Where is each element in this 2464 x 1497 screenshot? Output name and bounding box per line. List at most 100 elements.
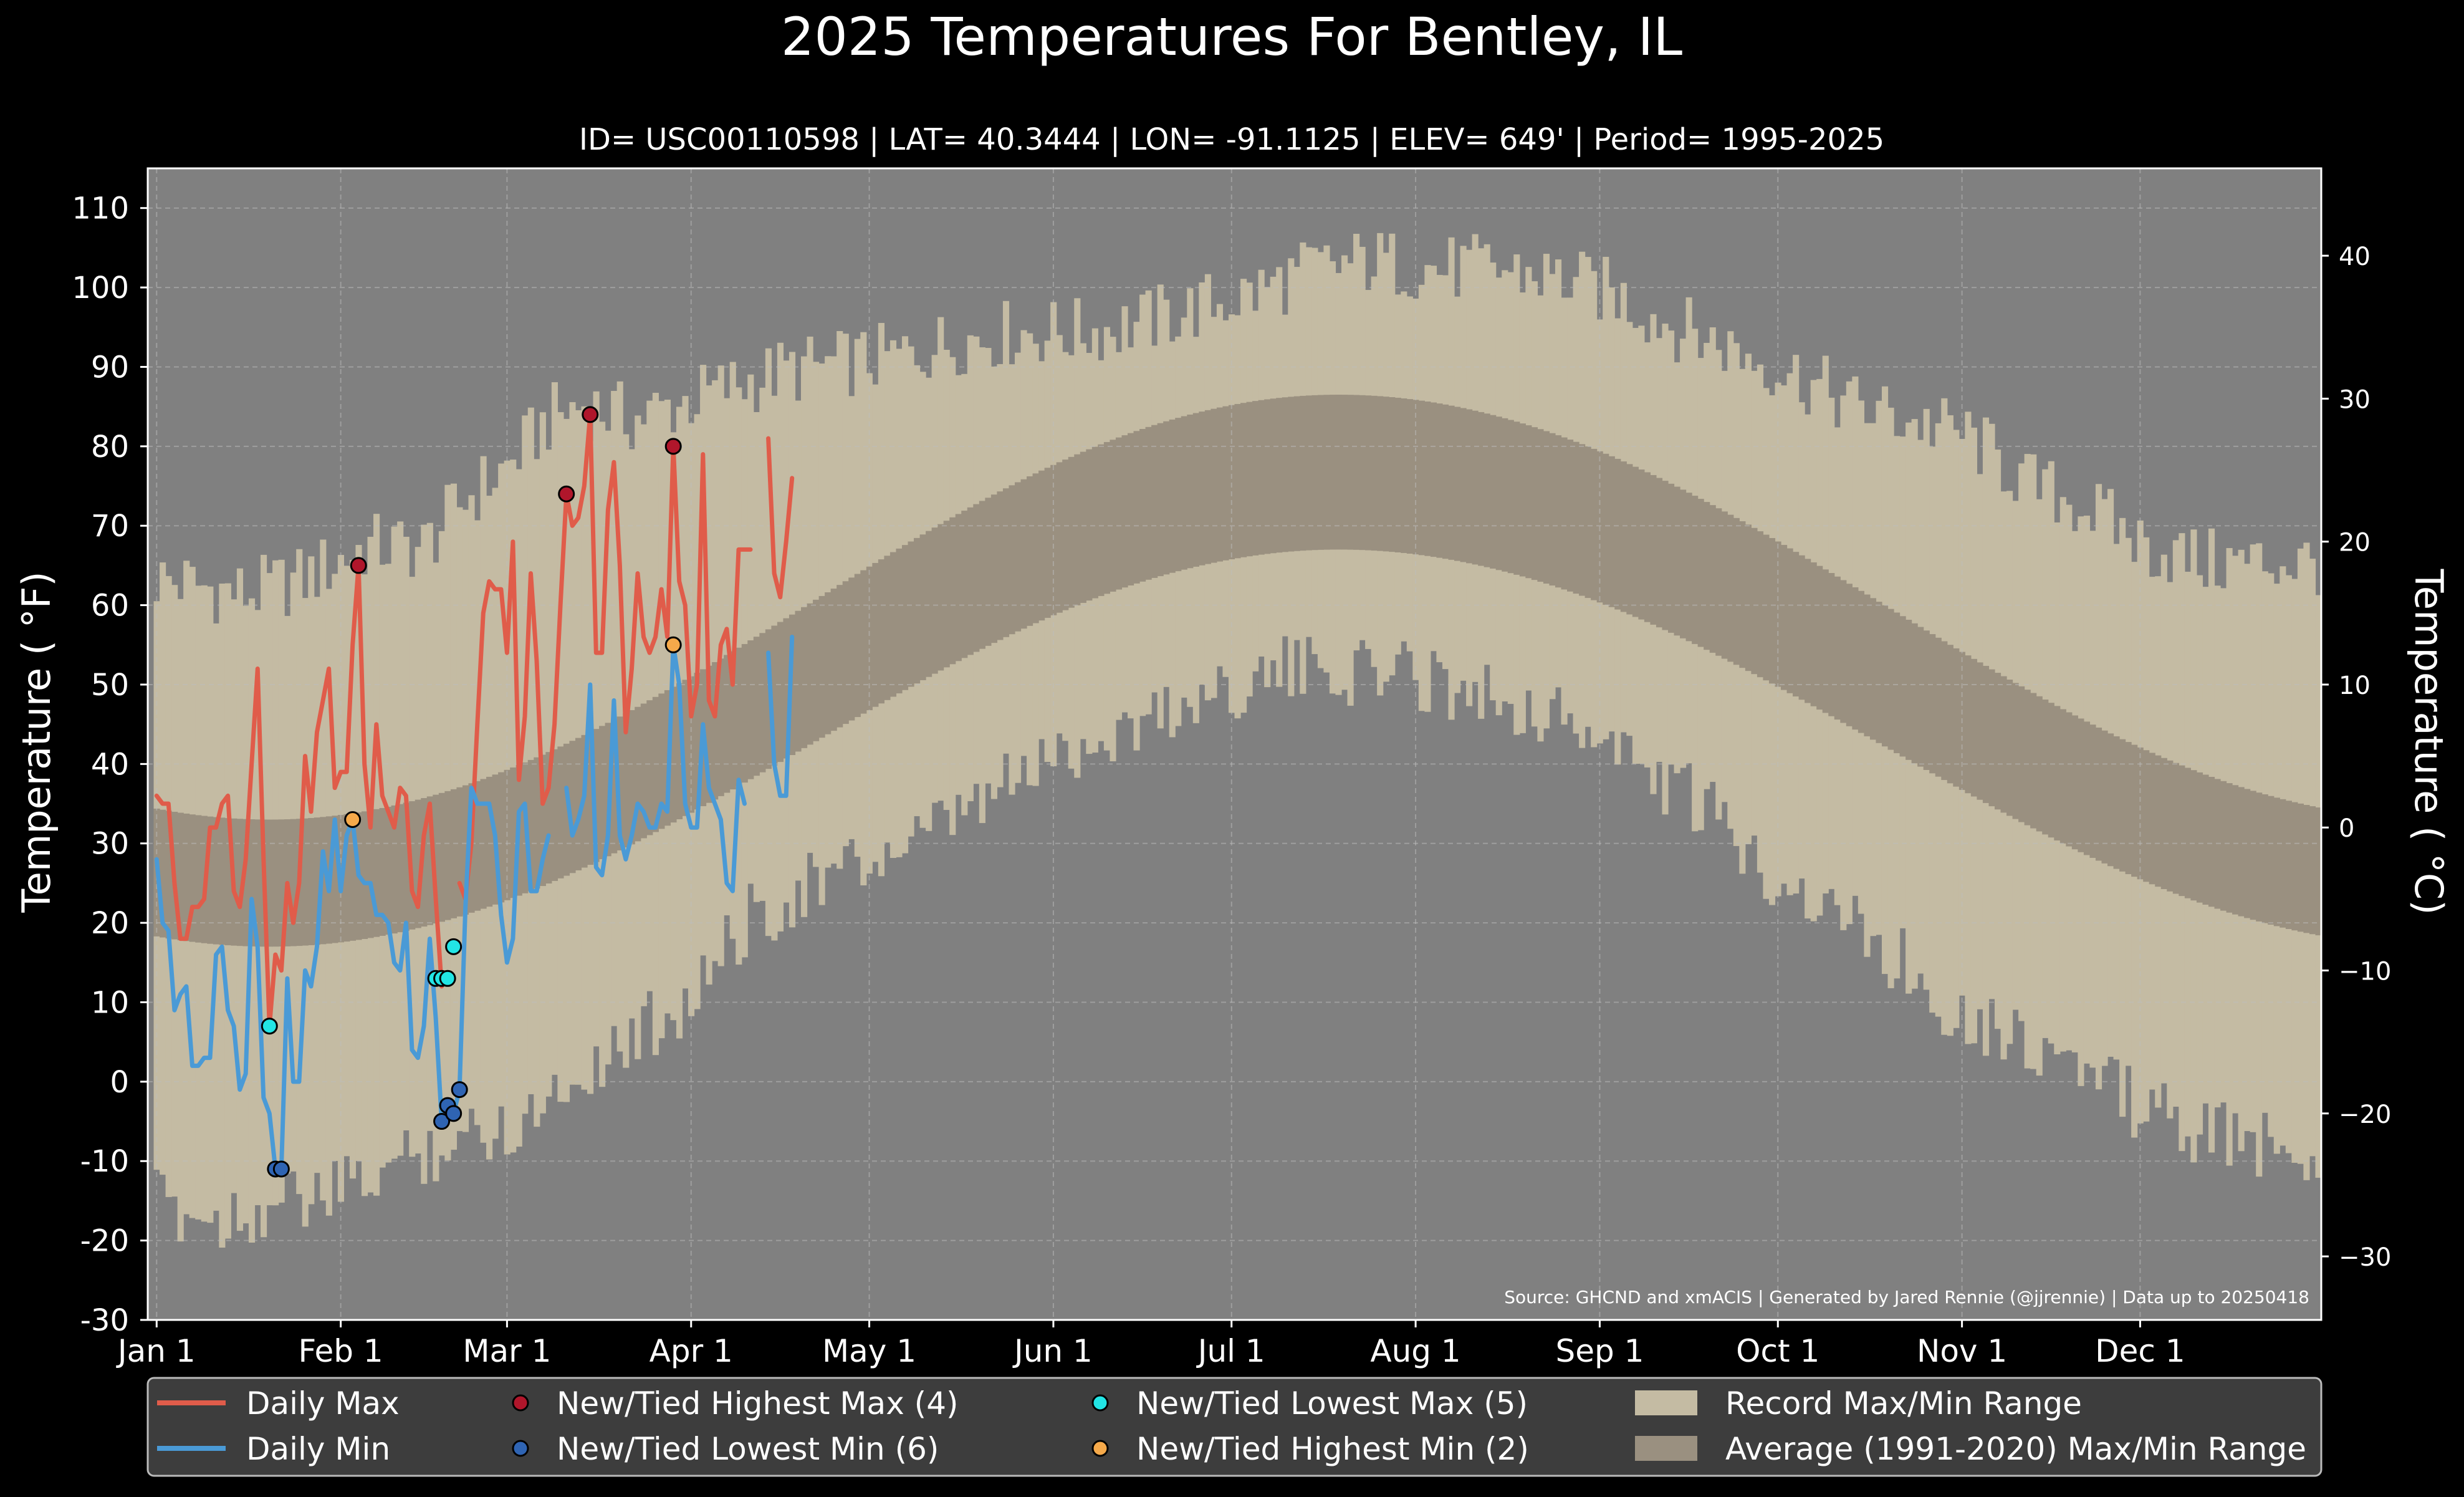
average-range-bar xyxy=(795,610,802,752)
average-range-bar xyxy=(2095,727,2102,861)
average-range-bar xyxy=(813,599,820,741)
average-range-bar xyxy=(2024,690,2031,826)
x-tick-label: Oct 1 xyxy=(1736,1333,1819,1369)
average-range-bar xyxy=(1727,514,1734,662)
average-range-bar xyxy=(361,811,368,939)
average-range-bar xyxy=(2179,765,2185,897)
average-range-bar xyxy=(1822,569,1829,713)
plot-area xyxy=(148,168,2322,1321)
legend-box-swatch xyxy=(1635,1436,1697,1461)
legend-label: Average (1991-2020) Max/Min Range xyxy=(1725,1431,2306,1467)
average-range-bar xyxy=(2172,763,2179,894)
average-range-bar xyxy=(1062,460,1069,610)
average-range-bar xyxy=(2279,799,2286,928)
average-range-bar xyxy=(1472,410,1479,565)
x-tick-label: Jun 1 xyxy=(1012,1333,1093,1369)
average-range-bar xyxy=(1020,479,1027,629)
average-range-bar xyxy=(967,507,974,655)
average-range-bar xyxy=(896,548,903,694)
average-range-bar xyxy=(1656,478,1663,628)
average-range-bar xyxy=(1768,537,1776,684)
average-range-bar xyxy=(426,796,433,925)
average-range-bar xyxy=(2012,683,2019,819)
average-range-bar xyxy=(1389,397,1396,552)
average-range-bar xyxy=(557,746,564,878)
average-range-bar xyxy=(1805,559,1811,703)
average-range-bar xyxy=(545,752,552,884)
average-range-bar xyxy=(1869,598,1877,740)
average-range-bar xyxy=(842,581,849,724)
average-range-bar xyxy=(1009,485,1015,635)
highest-max-marker xyxy=(582,406,599,423)
average-range-bar xyxy=(825,592,832,734)
lowest-max-marker xyxy=(445,938,463,955)
average-range-bar xyxy=(1798,555,1805,700)
y-tick-label: -20 xyxy=(80,1224,129,1259)
y-tick-label: 10 xyxy=(91,985,129,1020)
average-range-bar xyxy=(1697,499,1704,647)
average-range-bar xyxy=(2190,770,2197,901)
average-range-bar xyxy=(1187,414,1194,569)
average-range-bar xyxy=(1050,465,1057,615)
x-tick-label: Jul 1 xyxy=(1196,1333,1265,1369)
axes: -30-20-100102030405060708090100110−30−20… xyxy=(72,167,2391,1369)
average-range-bar xyxy=(1674,486,1680,636)
daily-min-line xyxy=(766,635,795,798)
average-range-bar xyxy=(1252,401,1259,556)
y-tick-label: -30 xyxy=(80,1303,129,1338)
average-range-bar xyxy=(1709,505,1716,653)
average-range-bar xyxy=(729,651,736,790)
average-range-bar xyxy=(2297,803,2304,932)
average-range-bar xyxy=(385,806,392,935)
average-range-bar xyxy=(919,534,926,680)
average-range-bar xyxy=(1128,433,1134,586)
average-range-bar xyxy=(1638,469,1645,620)
y-right-tick-label: −20 xyxy=(2339,1100,2391,1129)
average-range-bar xyxy=(1620,461,1627,612)
average-range-bar xyxy=(1086,449,1093,601)
average-range-bar xyxy=(1549,433,1556,586)
average-range-bar xyxy=(1911,623,1918,764)
average-range-bar xyxy=(1495,416,1502,570)
average-range-bar xyxy=(2160,758,2167,889)
average-range-bar xyxy=(1240,403,1247,557)
highest-max-marker xyxy=(350,557,367,574)
average-range-bar xyxy=(1341,395,1348,550)
average-range-bar xyxy=(2285,801,2292,930)
average-range-bar xyxy=(866,566,873,711)
average-range-bar xyxy=(278,819,285,947)
y-right-tick-label: −30 xyxy=(2339,1243,2391,1272)
average-range-bar xyxy=(1603,453,1609,605)
average-range-bar xyxy=(236,819,244,946)
average-range-bar xyxy=(2155,755,2162,887)
legend-dot-swatch xyxy=(512,1394,529,1412)
average-range-bar xyxy=(2131,744,2138,877)
average-range-bar xyxy=(183,813,190,941)
average-range-bar xyxy=(1561,437,1568,590)
average-range-bar xyxy=(343,814,350,942)
average-range-bar xyxy=(189,814,196,942)
average-range-bar xyxy=(207,816,214,944)
average-range-bar xyxy=(1917,627,1924,767)
lowest-max-marker xyxy=(261,1018,278,1035)
average-range-bar xyxy=(724,655,731,793)
average-range-bar xyxy=(308,817,315,945)
average-range-bar xyxy=(1579,444,1586,596)
average-range-bar xyxy=(1662,481,1669,630)
y-tick-label: 50 xyxy=(91,668,129,703)
average-range-bar xyxy=(1121,435,1128,588)
average-range-bar xyxy=(765,629,772,769)
average-range-bar xyxy=(379,807,386,936)
average-range-bar xyxy=(830,589,837,731)
average-range-bar xyxy=(415,799,421,928)
lowest-max-marker xyxy=(439,970,456,987)
average-range-bar xyxy=(1246,402,1253,557)
average-range-bar xyxy=(676,683,683,819)
average-range-bar xyxy=(1175,418,1182,572)
average-range-bar xyxy=(2167,760,2174,892)
average-range-bar xyxy=(2101,730,2108,864)
average-range-bar xyxy=(759,633,766,773)
legend-label: New/Tied Highest Max (4) xyxy=(557,1385,959,1422)
average-range-bar xyxy=(539,754,546,887)
average-range-bar xyxy=(1502,418,1508,572)
